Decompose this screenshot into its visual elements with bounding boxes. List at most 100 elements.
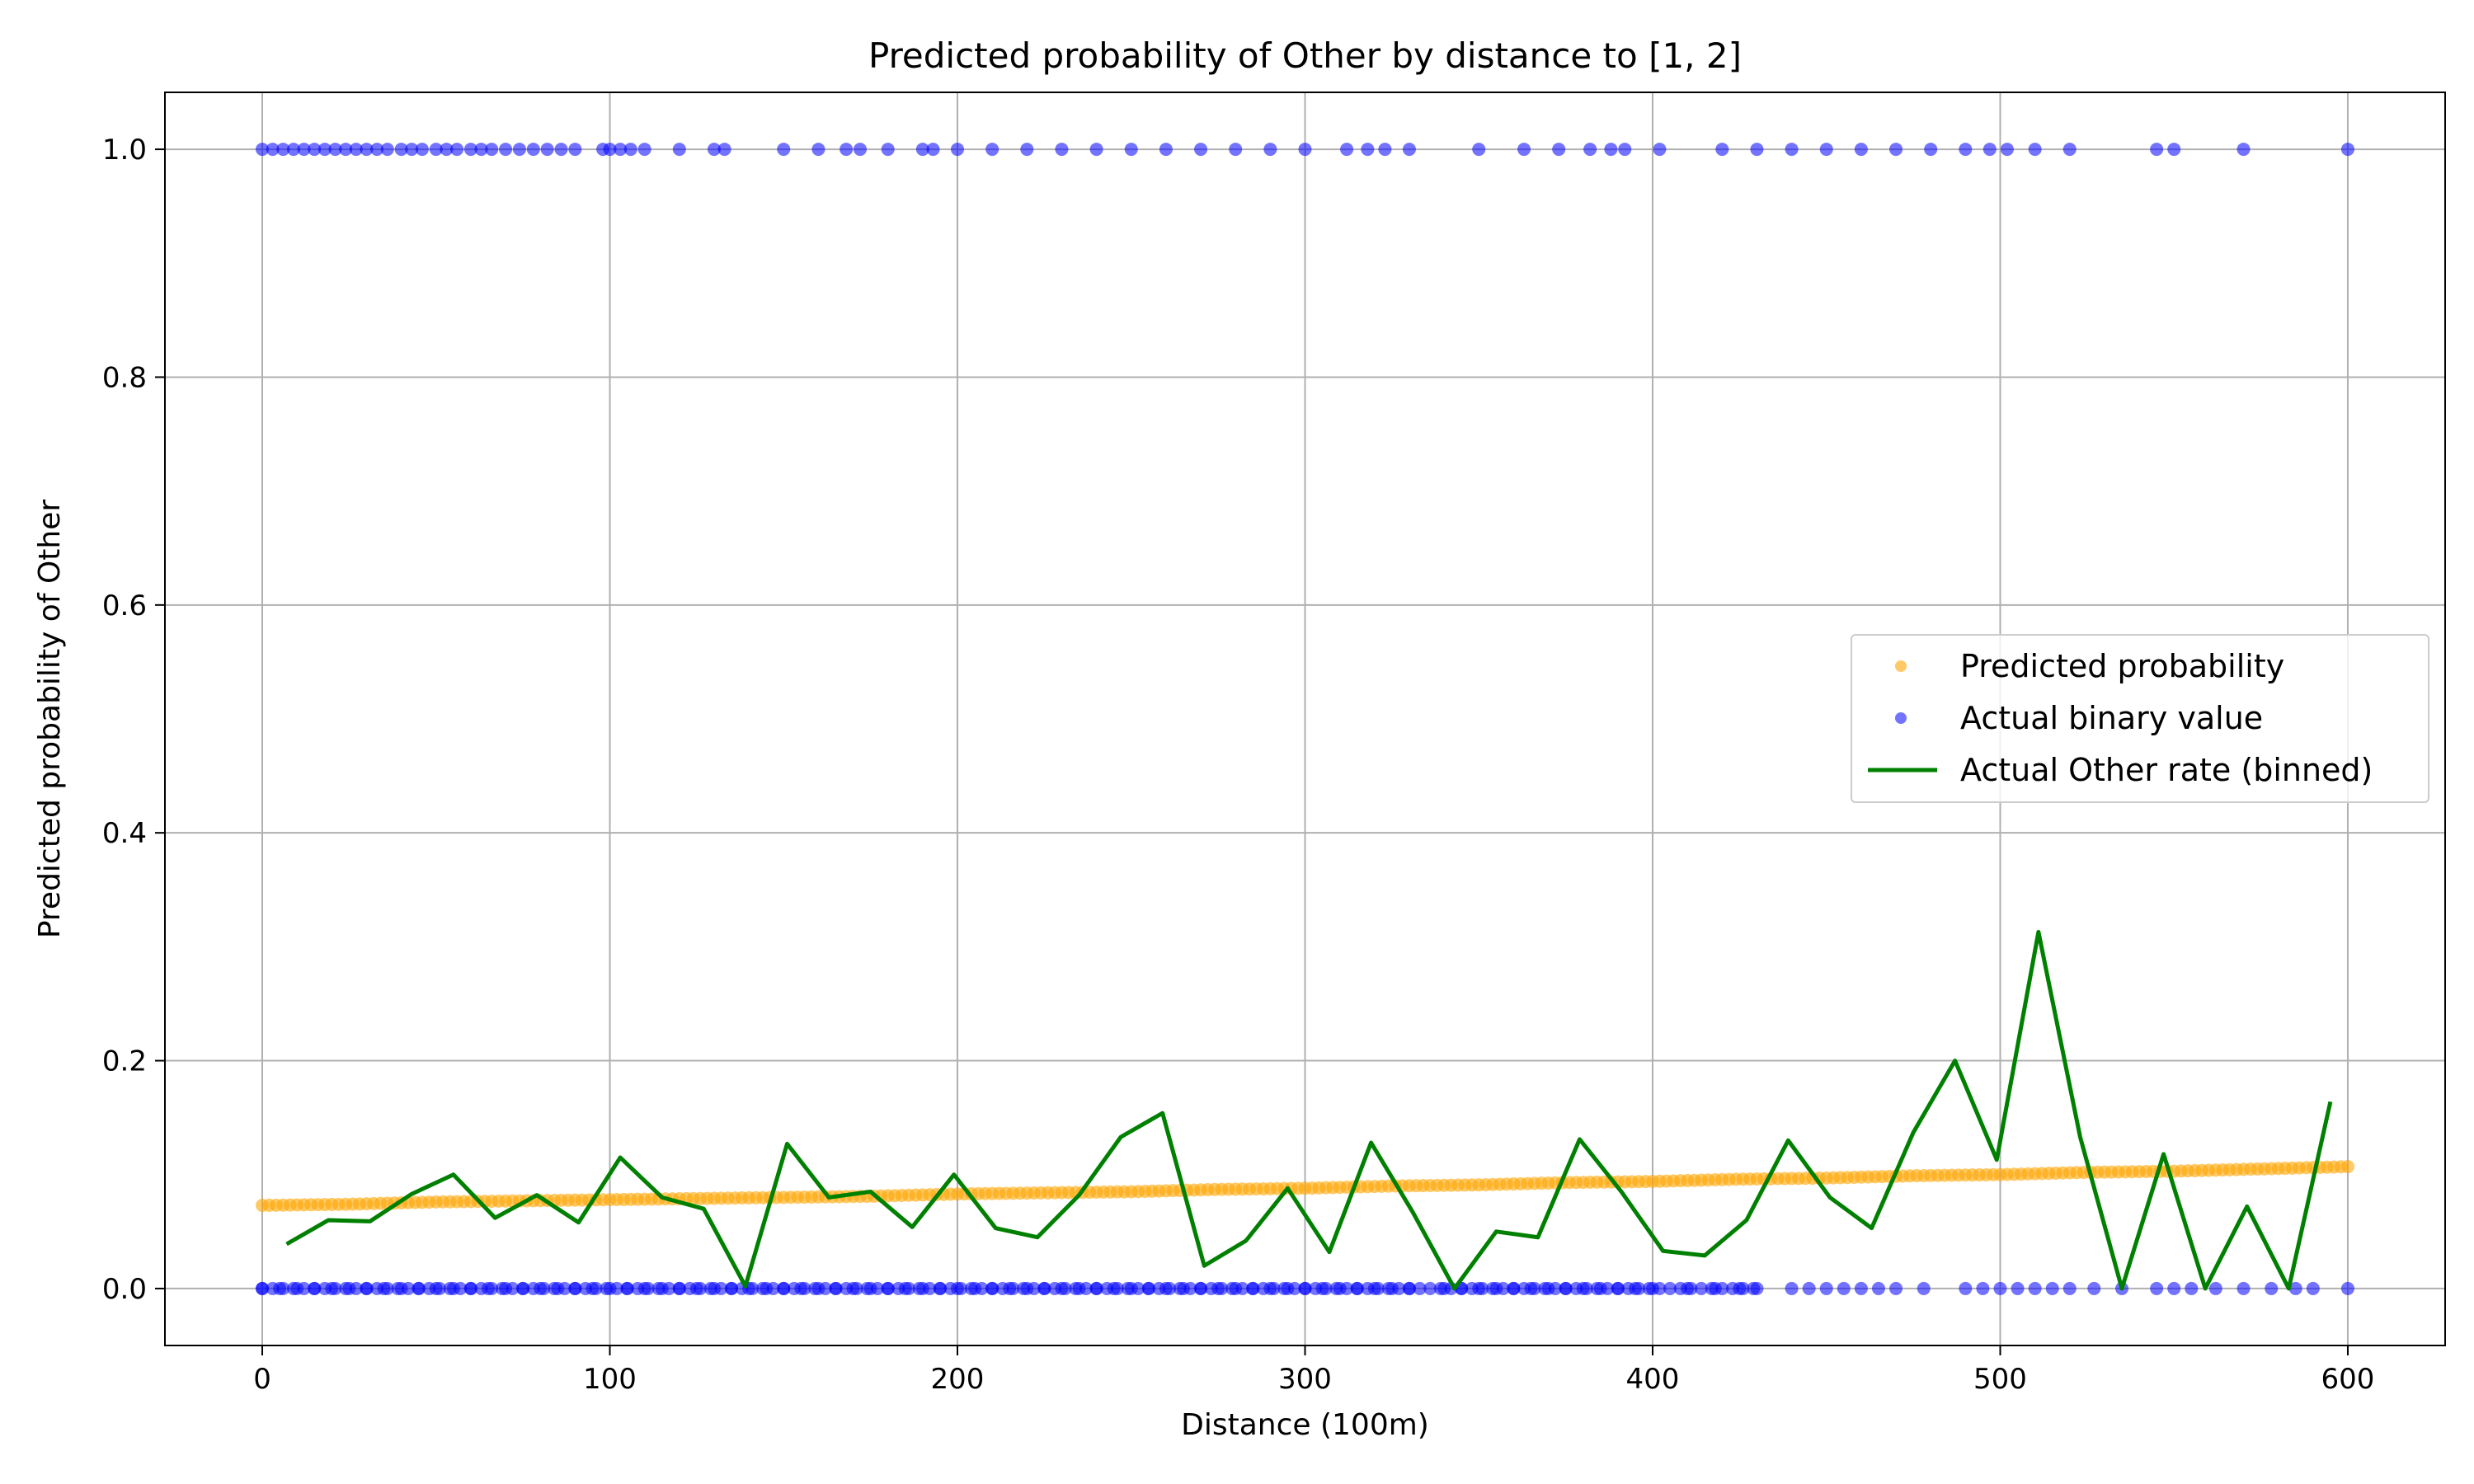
actual-point-0 (912, 1281, 926, 1295)
actual-point-1 (394, 143, 408, 157)
actual-point-1 (1618, 143, 1632, 157)
actual-point-1 (2062, 143, 2077, 157)
actual-point-1 (1854, 143, 1868, 157)
predicted-probability-series (256, 1160, 2354, 1213)
actual-point-0 (1069, 1281, 1083, 1295)
actual-point-0 (2087, 1281, 2101, 1295)
actual-point-1 (339, 143, 353, 157)
actual-point-0 (349, 1281, 363, 1295)
actual-point-0 (1673, 1281, 1687, 1295)
actual-point-0 (1131, 1281, 1145, 1295)
actual-point-0 (1225, 1281, 1239, 1295)
actual-point-0 (1246, 1281, 1260, 1295)
actual-point-0 (745, 1281, 760, 1295)
actual-point-1 (540, 143, 554, 157)
x-tick-label: 600 (2321, 1363, 2375, 1396)
actual-point-0 (891, 1281, 905, 1295)
actual-point-1 (926, 143, 940, 157)
actual-point-1 (349, 143, 363, 157)
x-tick-label: 100 (583, 1363, 637, 1396)
actual-point-0 (1121, 1281, 1135, 1295)
actual-point-1 (2150, 143, 2164, 157)
actual-point-0 (787, 1281, 801, 1295)
actual-point-1 (1924, 143, 1938, 157)
actual-point-0 (1747, 1281, 1761, 1295)
actual-point-0 (1110, 1281, 1124, 1295)
actual-point-0 (1173, 1281, 1187, 1295)
actual-point-0 (1486, 1281, 1500, 1295)
actual-point-0 (1423, 1281, 1437, 1295)
actual-point-1 (474, 143, 488, 157)
actual-point-1 (1653, 143, 1667, 157)
actual-point-0 (860, 1281, 874, 1295)
actual-point-1 (811, 143, 825, 157)
chart-title: Predicted probability of Other by distan… (868, 35, 1742, 76)
actual-point-0 (1538, 1281, 1552, 1295)
actual-point-0 (694, 1281, 708, 1295)
actual-point-0 (954, 1281, 968, 1295)
axis-ticks: 0 100 200 300 400 500 600 0.0 0.2 0.4 0.6 0.8 1.0 (102, 134, 2375, 1396)
x-tick-label: 0 (253, 1363, 271, 1396)
actual-point-1 (440, 143, 454, 157)
actual-point-0 (755, 1281, 769, 1295)
actual-point-0 (975, 1281, 989, 1295)
actual-point-0 (485, 1281, 499, 1295)
actual-point-0 (1590, 1281, 1604, 1295)
actual-point-0 (662, 1281, 676, 1295)
actual-point-0 (2185, 1281, 2199, 1295)
actual-point-0 (849, 1281, 863, 1295)
actual-point-0 (1256, 1281, 1270, 1295)
actual-point-1 (286, 143, 300, 157)
actual-point-1 (1124, 143, 1138, 157)
actual-point-0 (777, 1281, 791, 1295)
actual-point-0 (1837, 1281, 1851, 1295)
legend-label-predicted: Predicted probability (1960, 648, 2284, 684)
actual-point-0 (432, 1281, 446, 1295)
actual-point-0 (2062, 1281, 2077, 1295)
actual-point-0 (1152, 1281, 1166, 1295)
actual-point-0 (516, 1281, 530, 1295)
actual-point-1 (526, 143, 540, 157)
actual-point-1 (1583, 143, 1597, 157)
actual-point-1 (1229, 143, 1243, 157)
actual-point-1 (840, 143, 854, 157)
actual-point-0 (1340, 1281, 1354, 1295)
actual-point-1 (512, 143, 526, 157)
actual-point-0 (1381, 1281, 1395, 1295)
actual-point-1 (1361, 143, 1375, 157)
actual-point-0 (317, 1281, 332, 1295)
actual-point-0 (1993, 1281, 2007, 1295)
actual-point-0 (1287, 1281, 1301, 1295)
actual-point-0 (495, 1281, 509, 1295)
actual-point-0 (1329, 1281, 1343, 1295)
actual-point-0 (1736, 1281, 1750, 1295)
actual-point-0 (1058, 1281, 1072, 1295)
actual-point-0 (1361, 1281, 1375, 1295)
x-tick-label: 400 (1626, 1363, 1680, 1396)
actual-point-0 (1559, 1281, 1573, 1295)
x-tick-label: 200 (931, 1363, 985, 1396)
actual-point-0 (1141, 1281, 1155, 1295)
y-tick-label: 0.8 (102, 361, 147, 394)
actual-point-0 (1204, 1281, 1218, 1295)
actual-point-0 (2150, 1281, 2164, 1295)
actual-point-1 (881, 143, 895, 157)
y-tick-label: 0.2 (102, 1045, 147, 1078)
actual-point-0 (1601, 1281, 1615, 1295)
actual-point-1 (1959, 143, 1973, 157)
actual-point-0 (370, 1281, 384, 1295)
actual-point-0 (1695, 1281, 1709, 1295)
actual-point-0 (1621, 1281, 1635, 1295)
actual-point-1 (717, 143, 731, 157)
actual-point-0 (2045, 1281, 2059, 1295)
actual-point-0 (360, 1281, 374, 1295)
legend-marker-actual (1895, 712, 1907, 724)
actual-point-1 (405, 143, 419, 157)
actual-point-0 (2288, 1281, 2302, 1295)
actual-point-0 (829, 1281, 843, 1295)
actual-point-1 (1889, 143, 1903, 157)
actual-point-0 (1959, 1281, 1973, 1295)
actual-point-0 (1413, 1281, 1427, 1295)
actual-point-1 (623, 143, 637, 157)
actual-point-0 (2340, 1281, 2354, 1295)
